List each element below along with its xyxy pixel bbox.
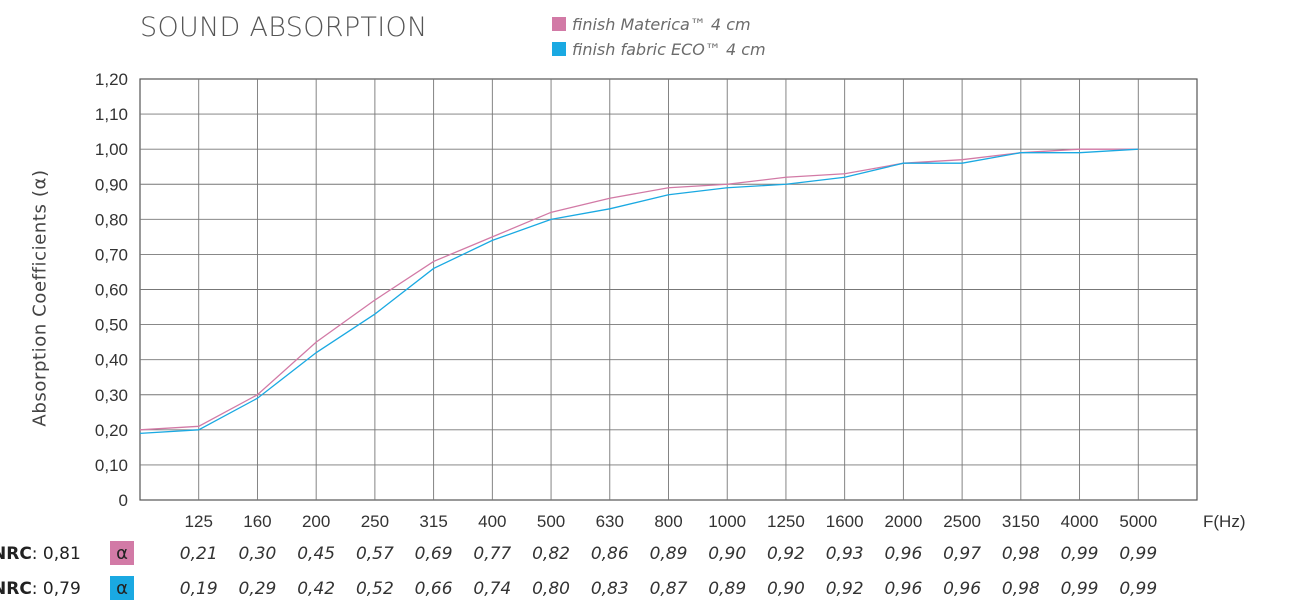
alpha-value-cell: 0,42 <box>297 579 336 599</box>
series-line-1 <box>139 148 1139 434</box>
x-tick-label: 315 <box>419 512 447 531</box>
alpha-value-cell: 0,52 <box>355 579 394 599</box>
alpha-value-cell: 0,97 <box>943 544 982 564</box>
nrc-label-text: NRC <box>0 544 32 564</box>
alpha-value-cell: 0,96 <box>884 544 923 564</box>
x-tick-label: 200 <box>302 512 330 531</box>
legend-swatch-eco <box>552 42 566 56</box>
y-tick-label: 1,10 <box>95 105 128 124</box>
alpha-value-cell: 0,87 <box>649 579 688 599</box>
y-tick-label: 0,20 <box>95 421 128 440</box>
alpha-value-cell: 0,99 <box>1119 579 1158 599</box>
alpha-value-cell: 0,99 <box>1119 544 1158 564</box>
alpha-value-cell: 0,98 <box>1001 579 1040 599</box>
alpha-value-cell: 0,92 <box>767 544 805 564</box>
y-tick-label: 0,70 <box>95 245 128 264</box>
chart-title: SOUND ABSORPTION <box>140 12 428 43</box>
alpha-value-cell: 0,80 <box>532 579 570 599</box>
nrc-label: NRC: 0,79 <box>0 579 81 599</box>
alpha-badge-materica: α <box>110 541 134 565</box>
legend-swatch-materica <box>552 17 566 31</box>
alpha-value-cell: 0,69 <box>414 544 453 564</box>
y-tick-label: 1,20 <box>95 70 128 89</box>
x-tick-label: 1600 <box>826 512 864 531</box>
x-tick-label: 4000 <box>1061 512 1099 531</box>
x-tick-label: 3150 <box>1002 512 1040 531</box>
alpha-value-cell: 0,21 <box>179 544 218 564</box>
y-axis-label: Absorption Coefficients (α) <box>29 169 51 427</box>
alpha-value-cell: 0,96 <box>884 579 923 599</box>
x-tick-label: 500 <box>537 512 565 531</box>
y-tick-label: 0,10 <box>95 456 128 475</box>
alpha-value-cell: 0,82 <box>532 544 570 564</box>
legend-label-eco: finish fabric ECO™ 4 cm <box>572 40 766 59</box>
alpha-value-cell: 0,93 <box>825 544 864 564</box>
y-tick-label: 0 <box>119 491 128 510</box>
alpha-value-cell: 0,89 <box>649 544 688 564</box>
x-tick-label: 400 <box>478 512 506 531</box>
legend-item-eco: finish fabric ECO™ 4 cm <box>552 40 766 59</box>
nrc-value: : 0,79 <box>31 579 81 599</box>
legend-label-materica: finish Materica™ 4 cm <box>572 15 751 34</box>
x-tick-label: 250 <box>361 512 389 531</box>
alpha-value-cell: 0,66 <box>414 579 453 599</box>
nrc-row-eco: NRC: 0,79 α 0,19 0,29 0,42 0,52 0,66 0,74 0,80… <box>0 576 1300 600</box>
y-tick-label: 0,30 <box>95 386 128 405</box>
x-tick-label: 125 <box>185 512 213 531</box>
x-unit-label: F(Hz) <box>1203 512 1245 531</box>
alpha-value-cell: 0,45 <box>297 544 336 564</box>
alpha-value-cell: 0,90 <box>708 544 747 564</box>
nrc-row-materica: NRC: 0,81 α 0,21 0,30 0,45 0,57 0,69 0,77 0,82… <box>0 541 1300 565</box>
x-tick-label: 1000 <box>708 512 746 531</box>
alpha-value-cell: 0,90 <box>767 579 805 599</box>
y-tick-label: 0,60 <box>95 281 128 300</box>
x-tick-label: 5000 <box>1119 512 1157 531</box>
alpha-value-cell: 0,29 <box>238 579 277 599</box>
alpha-value-cell: 0,19 <box>179 579 218 599</box>
alpha-value-cell: 0,74 <box>473 579 512 599</box>
alpha-value-cell: 0,83 <box>590 579 629 599</box>
legend-item-materica: finish Materica™ 4 cm <box>552 15 751 34</box>
x-tick-label: 630 <box>596 512 624 531</box>
alpha-value-cell: 0,57 <box>355 544 394 564</box>
y-tick-label: 0,40 <box>95 351 128 370</box>
alpha-value-cell: 0,86 <box>590 544 629 564</box>
x-tick-label: 2000 <box>884 512 922 531</box>
x-tick-label: 800 <box>654 512 682 531</box>
series-line-0 <box>139 148 1139 431</box>
x-tick-label: 1250 <box>767 512 805 531</box>
alpha-value-cell: 0,92 <box>825 579 864 599</box>
y-tick-label: 0,50 <box>95 316 128 335</box>
x-tick-label: 160 <box>243 512 271 531</box>
alpha-value-cell: 0,99 <box>1060 579 1099 599</box>
y-tick-label: 0,80 <box>95 210 128 229</box>
alpha-value-cell: 0,99 <box>1060 544 1099 564</box>
alpha-badge-eco: α <box>110 576 134 600</box>
nrc-label-text: NRC <box>0 579 32 599</box>
alpha-value-cell: 0,89 <box>708 579 747 599</box>
alpha-value-cell: 0,98 <box>1001 544 1040 564</box>
alpha-value-cell: 0,77 <box>473 544 512 564</box>
y-tick-label: 1,00 <box>95 140 128 159</box>
alpha-value-cell: 0,30 <box>238 544 277 564</box>
alpha-value-cell: 0,96 <box>943 579 982 599</box>
nrc-label: NRC: 0,81 <box>0 544 81 564</box>
nrc-value: : 0,81 <box>31 544 81 564</box>
x-tick-label: 2500 <box>943 512 981 531</box>
y-tick-label: 0,90 <box>95 175 128 194</box>
